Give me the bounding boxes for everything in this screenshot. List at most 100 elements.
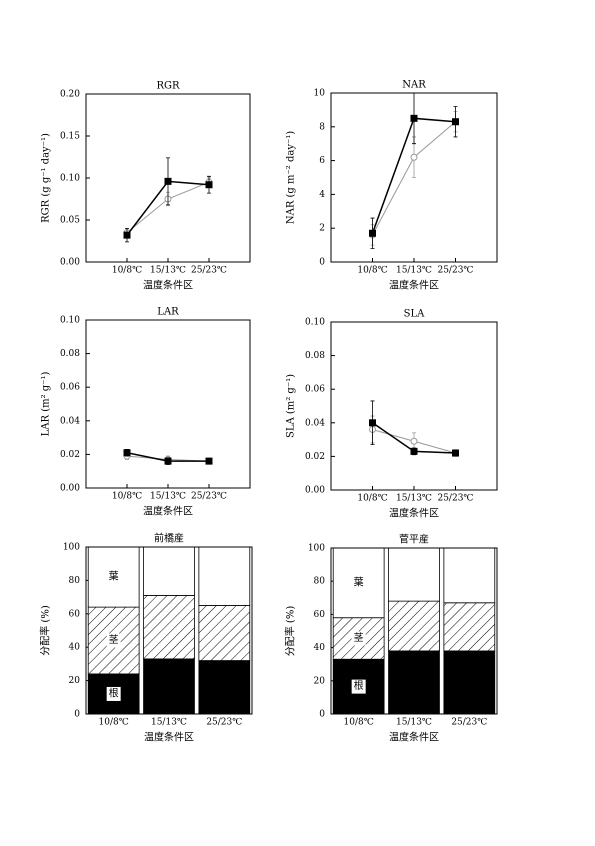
x-tick-label: 10/8℃	[112, 492, 142, 502]
point	[452, 449, 459, 457]
chart-title: NAR	[402, 80, 426, 91]
x-axis-label: 温度条件区	[144, 731, 194, 744]
x-tick-label: 25/23℃	[451, 718, 487, 728]
bar-segment	[198, 605, 251, 661]
x-tick-label: 15/13℃	[150, 492, 186, 502]
x-tick-label: 10/8℃	[112, 266, 142, 276]
chart: LAR 温度条件区 LAR (m² g⁻¹) 0.00 0.02 0.04 0.06 0.08…	[41, 307, 251, 518]
plot-frame	[330, 321, 498, 491]
x-axis-label: 温度条件区	[389, 279, 439, 292]
y-tick-label: 2	[319, 224, 325, 234]
point	[123, 449, 131, 457]
segment-label-bg	[106, 633, 121, 648]
segment-label-bg	[106, 570, 121, 585]
y-axis-label: SLA (m² g⁻¹)	[286, 374, 297, 438]
y-tick-label: 0.00	[60, 484, 80, 494]
point	[205, 181, 213, 189]
x-tick-label: 10/8℃	[357, 266, 387, 276]
y-tick-label: 100	[308, 544, 325, 554]
y-tick-label: 0	[319, 258, 325, 268]
x-tick-label: 25/23℃	[437, 266, 473, 276]
point	[164, 457, 172, 465]
y-tick-label: 8	[319, 122, 325, 132]
x-tick-label: 10/8℃	[344, 718, 374, 728]
x-tick-label: 25/23℃	[191, 266, 227, 276]
segment-label: 茎	[354, 632, 364, 644]
x-tick-label: 10/8℃	[99, 718, 129, 728]
y-tick-label: 0.20	[60, 90, 80, 100]
point	[369, 229, 376, 237]
y-tick-label: 0.08	[305, 351, 325, 361]
y-tick-label: 0.05	[60, 216, 80, 226]
chart-title: 前橋産	[154, 532, 184, 545]
x-axis-label: 温度条件区	[143, 505, 193, 518]
x-tick-label: 15/13℃	[150, 266, 186, 276]
plot-frame	[85, 319, 251, 489]
y-tick-label: 0.02	[305, 452, 325, 462]
x-tick-label: 15/13℃	[396, 718, 432, 728]
segment-label: 葉	[109, 570, 119, 583]
y-tick-label: 100	[63, 543, 80, 553]
segment-label-bg	[106, 686, 121, 701]
y-tick-label: 0.00	[60, 258, 80, 268]
plot-frame	[85, 546, 253, 715]
point	[369, 419, 376, 427]
plot-frame	[330, 547, 498, 715]
chart: SLA 温度条件区 SLA (m² g⁻¹) 0.00 0.02 0.04 0.06 0.08…	[286, 309, 498, 520]
y-tick-label: 60	[314, 610, 326, 620]
point	[410, 153, 418, 161]
chart-title: SLA	[404, 309, 425, 320]
y-axis-label: 分配率 (%)	[39, 605, 52, 656]
point	[205, 457, 213, 465]
segment-label-bg	[351, 575, 366, 590]
segment-label: 根	[109, 686, 119, 699]
y-tick-label: 0.15	[60, 132, 80, 142]
chart-title: LAR	[157, 307, 179, 318]
y-tick-label: 20	[69, 676, 81, 686]
segment-label-bg	[351, 679, 366, 694]
y-axis-label: NAR (g m⁻² day⁻¹)	[286, 131, 297, 224]
point	[123, 231, 131, 239]
bar-segment	[143, 658, 195, 715]
plot-frame	[330, 92, 498, 263]
chart-title: RGR	[156, 81, 180, 92]
chart-title: 菅平産	[399, 533, 429, 546]
bar-segment	[388, 600, 440, 652]
x-tick-label: 10/8℃	[357, 494, 387, 504]
bar-segment	[143, 595, 195, 660]
x-tick-label: 15/13℃	[396, 494, 432, 504]
segment-label-bg	[351, 631, 366, 646]
segment-label: 根	[354, 679, 364, 692]
y-tick-label: 80	[69, 576, 81, 586]
x-tick-label: 15/13℃	[396, 266, 432, 276]
y-tick-label: 6	[319, 156, 325, 166]
chart: RGR 温度条件区 RGR (g g⁻¹ day⁻¹) 0.00 0.05 0.10 0.1…	[41, 81, 251, 292]
segment-label: 茎	[109, 634, 119, 646]
y-tick-label: 40	[69, 643, 81, 653]
bar-segment	[388, 650, 440, 715]
plot-frame	[85, 93, 251, 263]
y-tick-label: 10	[314, 89, 326, 99]
bar-segment	[143, 546, 195, 596]
point	[164, 177, 172, 185]
x-axis-label: 温度条件区	[143, 279, 193, 292]
y-tick-label: 80	[314, 577, 326, 587]
y-tick-label: 0.10	[60, 316, 80, 326]
y-tick-label: 0.06	[60, 383, 80, 393]
y-tick-label: 0.08	[60, 349, 80, 359]
y-tick-label: 60	[69, 609, 81, 619]
y-tick-label: 40	[314, 643, 326, 653]
x-tick-label: 25/23℃	[437, 494, 473, 504]
x-tick-label: 15/13℃	[151, 718, 187, 728]
x-axis-label: 温度条件区	[389, 507, 439, 520]
y-tick-label: 0.10	[305, 318, 325, 328]
point	[452, 118, 459, 126]
y-axis-label: LAR (m² g⁻¹)	[41, 372, 52, 437]
y-tick-label: 0	[319, 710, 325, 720]
y-tick-label: 4	[319, 190, 325, 200]
y-tick-label: 0.04	[60, 416, 80, 426]
bar-segment	[443, 547, 496, 604]
